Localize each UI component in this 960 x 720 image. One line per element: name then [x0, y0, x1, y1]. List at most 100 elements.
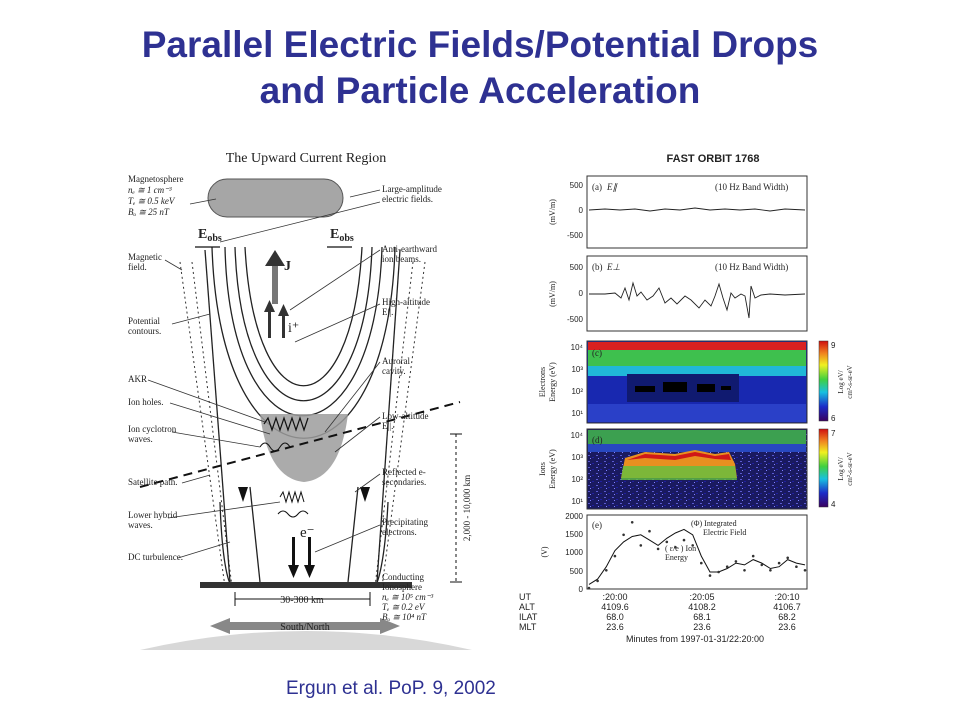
footer-minutes-from: Minutes from 1997-01-31/22:20:00 [626, 634, 764, 644]
panel-b-tick-0: 0 [579, 289, 584, 298]
figure-footer: UT ALT ILAT MLT :20:00 4109.6 68.0 23.6 … [519, 592, 801, 644]
width-range: 30-300 km [280, 595, 324, 606]
series-ion-energy-point [751, 554, 755, 558]
panel-e-tick-0: 0 [579, 585, 584, 594]
footer-col2-ut: :20:05 [689, 592, 714, 602]
akr-waves [263, 416, 309, 432]
series-ion-energy-point [803, 569, 807, 572]
eobs-left: Eobs [198, 227, 222, 244]
low-altitude-label: Low-altitude E||. [382, 411, 429, 431]
panel-e-series [587, 521, 807, 590]
potential-label: Potential contours. [128, 316, 161, 336]
precipitating-label: Precipitating electrons. [382, 517, 428, 537]
series-ion-energy-point [760, 563, 764, 567]
panel-d-ion-beam-green [621, 466, 737, 480]
footer-col3-alt: 4106.7 [773, 602, 801, 612]
panel-d-cbar-label: Log eV/cm²-s-sr-eV [837, 452, 854, 485]
panel-e-tag: (e) [592, 520, 602, 530]
series-ion-energy-point [605, 569, 608, 572]
panel-e: (e) 2000 1500 1000 500 0 (V) (Φ) Integra… [540, 512, 808, 594]
diagram-title: The Upward Current Region [226, 151, 387, 166]
high-altitude-label: High-altitude E||. [382, 297, 430, 317]
anti-earthward-label: Anti-earthward ion beams. [382, 244, 437, 264]
panel-b-ylabel: (mV/m) [548, 281, 557, 307]
series-ion-energy-point [725, 565, 729, 568]
current-arrows [264, 250, 289, 338]
panel-c-black-patches [635, 382, 731, 392]
panel-c-tick-1e3: 10³ [571, 365, 583, 374]
panel-c-red-band [588, 342, 806, 350]
panel-a-tick-500: 500 [570, 181, 584, 190]
ion-cyclotron-label: Ion cyclotron waves. [128, 424, 177, 444]
panel-a-tick-neg500: -500 [567, 231, 584, 240]
panel-c-tick-1e2: 10² [571, 387, 583, 396]
panel-b-tick-500: 500 [570, 263, 584, 272]
i-label: i⁺ [288, 321, 299, 336]
satellite-path-label: Satellite path. [128, 477, 178, 487]
series-ion-energy-point [622, 533, 625, 537]
panel-d-tag: (d) [592, 435, 603, 445]
panel-c-cbar-max: 9 [831, 341, 836, 350]
panel-d-tick-1e2: 10² [571, 475, 583, 484]
slide-title: Parallel Electric Fields/Potential Drops… [40, 22, 920, 114]
panel-d-colorbar [818, 428, 829, 508]
potential-contours [211, 246, 396, 588]
altitude-scale [450, 433, 462, 583]
citation: Ergun et al. PoP. 9, 2002 [286, 678, 496, 699]
electron-arrows [238, 487, 370, 578]
conducting-label: Conducting Ionosphere nₑ ≅ 10⁵ cm⁻³ Tₑ ≅… [382, 572, 435, 622]
footer-col3-ilat: 68.2 [778, 612, 796, 622]
panel-c-lower-band [588, 404, 806, 422]
footer-col1-mlt: 23.6 [606, 622, 624, 632]
upward-current-diagram: The Upward Current Region J [128, 151, 472, 650]
magnetosphere-region [207, 178, 344, 218]
footer-col2-mlt: 23.6 [693, 622, 711, 632]
panel-c-cyan-band [588, 366, 806, 376]
footer-col2-alt: 4108.2 [688, 602, 716, 612]
panel-c-cbar-label: Log eV/cm²-s-sr-eV [837, 365, 854, 398]
series-ion-energy-point [769, 569, 772, 572]
e-label: e⁻ [300, 525, 315, 541]
slide-title-line2: and Particle Acceleration [259, 70, 701, 111]
series-ion-energy-point [691, 544, 694, 547]
series-ion-energy-point [734, 560, 738, 563]
series-ion-energy-point [777, 561, 781, 565]
footer-row-ut: UT [519, 592, 531, 602]
lower-hybrid-waves [279, 490, 305, 504]
reflected-label: Reflected e-secondaries. [382, 467, 426, 487]
left-leaders [147, 198, 281, 559]
panel-a-ylabel: (mV/m) [548, 199, 557, 225]
right-leaders [219, 189, 381, 553]
panel-d-ylabel: IonsEnergy (eV) [538, 449, 557, 489]
panel-e-ylabel: (V) [540, 546, 549, 557]
panel-d-ion-beam-red [627, 452, 731, 460]
series-ion-energy-point [786, 556, 789, 560]
panel-c-colorbar [818, 340, 829, 422]
altitude-range: 2,000 - 10,000 km [462, 475, 472, 541]
series-ion-energy-point [674, 545, 677, 549]
series-ion-energy-point [587, 586, 591, 590]
panel-d: (d) 10⁴ 10³ 10² 10¹ IonsEnergy (eV) 7 4 … [538, 428, 854, 510]
footer-col1-ut: :20:00 [602, 592, 627, 602]
series-ion-energy-point [630, 521, 634, 524]
panel-b-trace [589, 281, 806, 319]
slide-title-line1: Parallel Electric Fields/Potential Drops [141, 24, 819, 65]
series-ion-energy-point [795, 565, 798, 568]
panel-b-tick-neg500: -500 [567, 315, 584, 324]
j-label: J [284, 259, 291, 274]
series-ion-energy-point [596, 579, 599, 583]
panel-a-tag: (a) [592, 182, 602, 192]
footer-row-alt: ALT [519, 602, 535, 612]
ion-energy-label: ( ε/e ) Ion Energy [665, 544, 696, 562]
magnetic-field-label: Magnetic field. [128, 252, 162, 272]
panel-a-quantity: E∥ [606, 182, 618, 192]
panel-c-ylabel: ElectronsEnergy (eV) [538, 362, 557, 402]
panel-d-tick-1e1: 10¹ [571, 497, 583, 506]
panel-a: (a) E∥ (10 Hz Band Width) 500 0 -500 (mV… [548, 175, 808, 249]
panel-a-note: (10 Hz Band Width) [715, 182, 788, 192]
series-ion-energy-point [665, 540, 669, 544]
figure-title: FAST ORBIT 1768 [667, 153, 760, 165]
satellite-path [139, 401, 461, 488]
ion-holes-label: Ion holes. [128, 397, 164, 407]
series-ion-energy-point [717, 570, 720, 574]
